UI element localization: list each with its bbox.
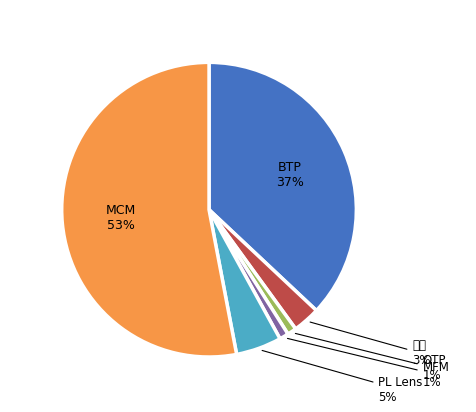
Wedge shape [208, 210, 279, 354]
Text: BTP
37%: BTP 37% [276, 161, 304, 189]
Text: 기타
3%: 기타 3% [309, 322, 430, 368]
Text: MFM
1%: MFM 1% [287, 338, 448, 389]
Text: PL Lens
5%: PL Lens 5% [261, 351, 422, 404]
Wedge shape [208, 62, 356, 311]
Wedge shape [208, 210, 316, 329]
Wedge shape [61, 62, 236, 357]
Text: OTP
1%: OTP 1% [295, 333, 445, 382]
Wedge shape [208, 210, 295, 334]
Text: MCM
53%: MCM 53% [106, 204, 136, 232]
Wedge shape [208, 210, 288, 339]
